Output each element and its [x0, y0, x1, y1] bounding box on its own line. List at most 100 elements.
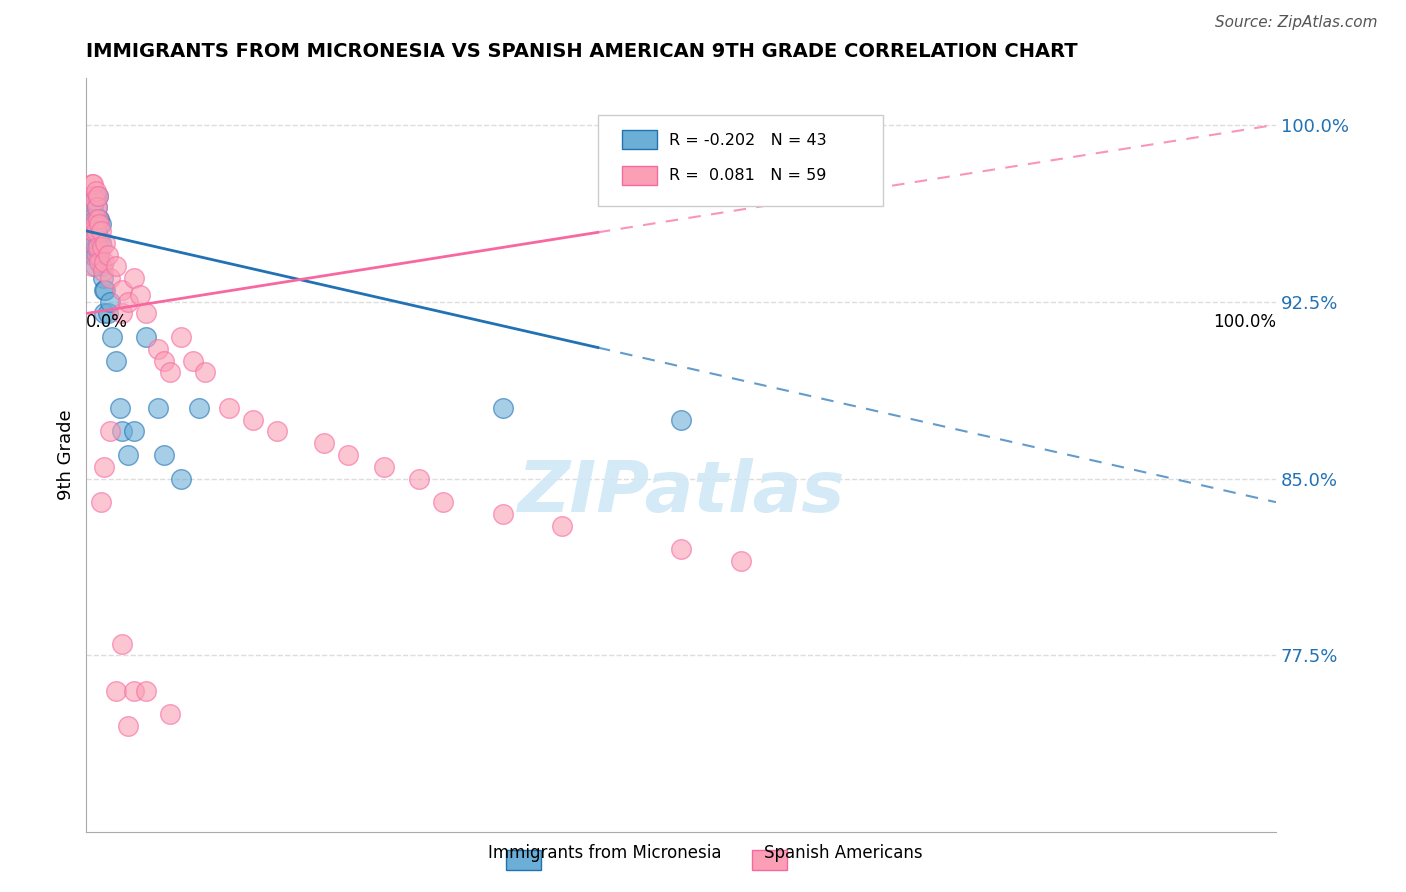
Point [93, 459, 115, 474]
Point [152, 353, 174, 368]
Point [135, 684, 157, 698]
FancyBboxPatch shape [621, 166, 658, 185]
Point [159, 707, 181, 722]
Point [98, 294, 121, 309]
Text: Source: ZipAtlas.com: Source: ZipAtlas.com [1215, 15, 1378, 29]
Y-axis label: 9th Grade: 9th Grade [58, 409, 75, 500]
Point [337, 448, 360, 462]
Text: ZIPatlas: ZIPatlas [517, 458, 845, 527]
Point [90, 217, 112, 231]
FancyBboxPatch shape [621, 130, 658, 149]
Text: Spanish Americans: Spanish Americans [765, 844, 922, 862]
Point [669, 542, 692, 557]
Point [82, 235, 104, 250]
Point [82, 188, 104, 202]
Point [105, 260, 128, 274]
Point [86, 200, 108, 214]
FancyBboxPatch shape [598, 115, 883, 206]
Point [128, 287, 150, 301]
Point [83, 217, 105, 231]
Point [83, 235, 105, 250]
Text: IMMIGRANTS FROM MICRONESIA VS SPANISH AMERICAN 9TH GRADE CORRELATION CHART: IMMIGRANTS FROM MICRONESIA VS SPANISH AM… [86, 42, 1078, 61]
Point [122, 271, 145, 285]
Point [183, 353, 205, 368]
Point [551, 518, 574, 533]
Point [105, 684, 128, 698]
Point [98, 271, 121, 285]
Point [82, 247, 104, 261]
Point [111, 306, 134, 320]
Point [94, 283, 117, 297]
Point [82, 177, 104, 191]
Point [117, 719, 139, 733]
Point [94, 235, 117, 250]
Point [86, 200, 108, 214]
Point [82, 224, 104, 238]
Point [101, 330, 124, 344]
Point [170, 472, 193, 486]
Point [84, 184, 107, 198]
Point [242, 412, 264, 426]
Point [82, 224, 104, 238]
Point [82, 224, 104, 238]
Point [90, 495, 112, 509]
Point [108, 401, 131, 415]
Point [82, 212, 104, 227]
Point [82, 200, 104, 214]
Point [105, 353, 128, 368]
Text: R =  0.081   N = 59: R = 0.081 N = 59 [669, 169, 827, 183]
Point [93, 254, 115, 268]
Point [146, 342, 169, 356]
Point [492, 401, 515, 415]
Point [408, 472, 430, 486]
Point [93, 306, 115, 320]
Point [89, 212, 111, 227]
Text: 0.0%: 0.0% [86, 313, 128, 331]
Point [83, 212, 105, 227]
Point [84, 188, 107, 202]
Point [146, 401, 169, 415]
Point [111, 425, 134, 439]
Point [122, 684, 145, 698]
Point [87, 188, 110, 202]
Text: 100.0%: 100.0% [1213, 313, 1277, 331]
Point [87, 212, 110, 227]
Point [97, 306, 120, 320]
Point [82, 235, 104, 250]
Point [373, 459, 395, 474]
Point [170, 330, 193, 344]
Point [89, 217, 111, 231]
Point [135, 330, 157, 344]
Point [84, 224, 107, 238]
Point [111, 637, 134, 651]
Point [83, 193, 105, 207]
Point [218, 401, 240, 415]
Point [86, 247, 108, 261]
Point [93, 283, 115, 297]
Point [82, 212, 104, 227]
Point [97, 247, 120, 261]
Point [314, 436, 336, 450]
Text: Immigrants from Micronesia: Immigrants from Micronesia [488, 844, 721, 862]
Point [82, 260, 104, 274]
Point [90, 260, 112, 274]
Point [90, 240, 112, 254]
Point [87, 240, 110, 254]
Point [669, 412, 692, 426]
Point [84, 212, 107, 227]
Point [89, 247, 111, 261]
Point [730, 554, 752, 568]
Point [98, 425, 121, 439]
Point [432, 495, 454, 509]
Point [90, 224, 112, 238]
Point [87, 212, 110, 227]
Point [89, 254, 111, 268]
Point [82, 188, 104, 202]
Point [90, 235, 112, 250]
Point [87, 188, 110, 202]
Point [117, 448, 139, 462]
Point [152, 448, 174, 462]
Point [492, 507, 515, 521]
Text: R = -0.202   N = 43: R = -0.202 N = 43 [669, 133, 827, 148]
Point [87, 235, 110, 250]
